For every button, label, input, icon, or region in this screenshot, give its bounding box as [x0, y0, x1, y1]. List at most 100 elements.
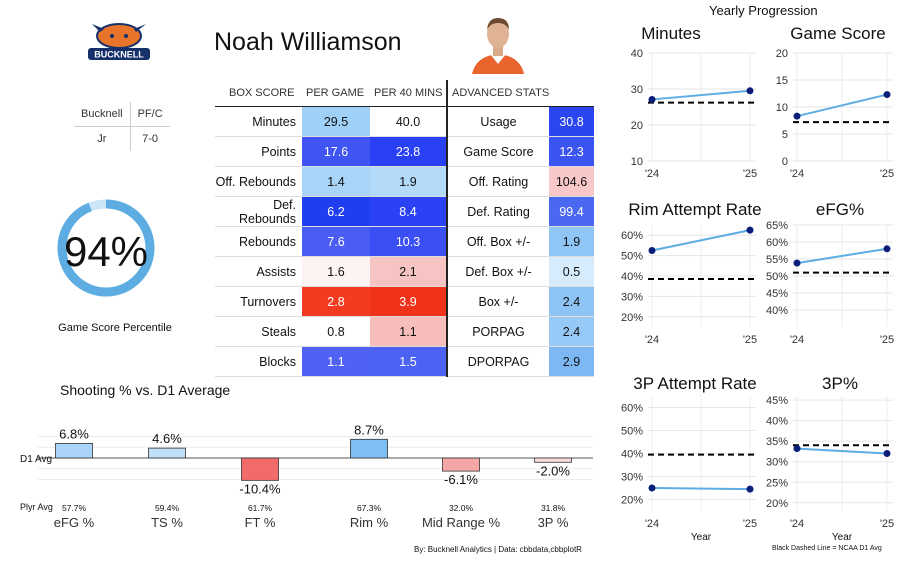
- y-tick-label: 40%: [766, 305, 788, 317]
- per-game-value: 1.1: [302, 347, 370, 377]
- y-tick-label: 20%: [621, 312, 643, 324]
- shooting-category-label: FT %: [245, 515, 276, 530]
- advanced-value: 30.8: [549, 107, 594, 137]
- stats-row: Turnovers 2.8 3.9 Box +/- 2.4: [215, 287, 594, 317]
- stat-label: Minutes: [215, 107, 302, 137]
- per-game-value: 0.8: [302, 317, 370, 347]
- shooting-value-label: -2.0%: [536, 463, 570, 478]
- x-tick-label: '24: [645, 168, 659, 180]
- y-tick-label: 40%: [766, 416, 788, 428]
- series-line: [652, 488, 750, 489]
- y-tick-label: 40%: [621, 271, 643, 283]
- y-tick-label: 50%: [621, 426, 643, 438]
- advanced-value: 104.6: [549, 167, 594, 197]
- stat-label: Rebounds: [215, 227, 302, 257]
- header-advanced: ADVANCED STATS: [447, 80, 594, 107]
- class-year: Jr: [74, 127, 130, 152]
- shooting-category-label: 3P %: [538, 515, 569, 530]
- advanced-value: 0.5: [549, 257, 594, 287]
- y-tick-label: 30%: [766, 457, 788, 469]
- advanced-label: Box +/-: [447, 287, 549, 317]
- advanced-label: Off. Box +/-: [447, 227, 549, 257]
- player-avg-value: 67.3%: [357, 503, 382, 513]
- stats-row: Steals 0.8 1.1 PORPAG 2.4: [215, 317, 594, 347]
- y-tick-label: 10: [776, 102, 788, 114]
- d1-avg-label: D1 Avg: [20, 454, 52, 465]
- stat-label: Turnovers: [215, 287, 302, 317]
- shooting-value-label: 8.7%: [354, 422, 384, 437]
- advanced-label: Usage: [447, 107, 549, 137]
- advanced-label: Off. Rating: [447, 167, 549, 197]
- y-tick-label: 55%: [766, 254, 788, 266]
- stats-row: Def. Rebounds 6.2 8.4 Def. Rating 99.4: [215, 197, 594, 227]
- advanced-label: PORPAG: [447, 317, 549, 347]
- x-tick-label: '24: [790, 168, 804, 180]
- yearly-progression-charts: Minutes10203040'24'25Game Score05101520'…: [600, 15, 900, 545]
- stat-label: Points: [215, 137, 302, 167]
- header-box-score: BOX SCORE: [215, 80, 302, 107]
- per-game-value: 17.6: [302, 137, 370, 167]
- team-name: Bucknell: [74, 102, 130, 127]
- shooting-chart-title: Shooting % vs. D1 Average: [60, 382, 230, 398]
- y-tick-label: 20%: [621, 495, 643, 507]
- per-game-value: 1.6: [302, 257, 370, 287]
- y-tick-label: 0: [782, 156, 788, 168]
- logo-wordmark: BUCKNELL: [94, 50, 144, 60]
- team-logo: BUCKNELL: [86, 20, 152, 68]
- shooting-bar: [351, 439, 388, 458]
- small-chart-title: 3P%: [822, 374, 858, 393]
- y-tick-label: 25%: [766, 477, 788, 489]
- stats-row: Minutes 29.5 40.0 Usage 30.8: [215, 107, 594, 137]
- per40-value: 1.1: [370, 317, 447, 347]
- x-tick-label: '25: [743, 168, 757, 180]
- shooting-value-label: -10.4%: [239, 481, 281, 496]
- data-point: [649, 247, 656, 254]
- per40-value: 3.9: [370, 287, 447, 317]
- per40-value: 23.8: [370, 137, 447, 167]
- percentile-value: 94%: [56, 228, 156, 276]
- y-tick-label: 45%: [766, 288, 788, 300]
- x-tick-label: '24: [790, 518, 804, 530]
- player-info-table: Bucknell PF/C Jr 7-0: [74, 102, 170, 151]
- small-chart-title: 3P Attempt Rate: [633, 374, 756, 393]
- y-tick-label: 30%: [621, 472, 643, 484]
- y-tick-label: 15: [776, 75, 788, 87]
- y-tick-label: 60%: [621, 230, 643, 242]
- player-headshot: [468, 10, 528, 74]
- position: PF/C: [130, 102, 170, 127]
- y-tick-label: 10: [631, 156, 643, 168]
- x-tick-label: '25: [880, 334, 894, 346]
- stats-row: Rebounds 7.6 10.3 Off. Box +/- 1.9: [215, 227, 594, 257]
- data-point: [747, 87, 754, 94]
- shooting-value-label: 4.6%: [152, 431, 182, 446]
- y-tick-label: 40: [631, 48, 643, 60]
- stat-label: Def. Rebounds: [215, 197, 302, 227]
- height: 7-0: [130, 127, 170, 152]
- y-tick-label: 20: [776, 48, 788, 60]
- per40-value: 40.0: [370, 107, 447, 137]
- advanced-value: 2.9: [549, 347, 594, 377]
- data-point: [747, 486, 754, 493]
- shooting-category-label: Rim %: [350, 515, 389, 530]
- player-avg-value: 59.4%: [155, 503, 180, 513]
- advanced-value: 2.4: [549, 287, 594, 317]
- stats-table: BOX SCORE PER GAME PER 40 MINS ADVANCED …: [215, 80, 594, 377]
- x-tick-label: '25: [880, 168, 894, 180]
- stat-label: Blocks: [215, 347, 302, 377]
- small-chart-title: eFG%: [816, 200, 864, 219]
- shooting-value-label: 6.8%: [59, 426, 89, 441]
- shooting-bar-chart: D1 AvgPlyr Avg6.8%57.7%eFG %4.6%59.4%TS …: [18, 400, 598, 535]
- header-per-game: PER GAME: [302, 80, 370, 107]
- stats-row: Blocks 1.1 1.5 DPORPAG 2.9: [215, 347, 594, 377]
- x-tick-label: '24: [645, 334, 659, 346]
- player-avg-value: 32.0%: [449, 503, 474, 513]
- y-tick-label: 40%: [621, 449, 643, 461]
- per-game-value: 2.8: [302, 287, 370, 317]
- advanced-value: 2.4: [549, 317, 594, 347]
- advanced-label: DPORPAG: [447, 347, 549, 377]
- shooting-category-label: TS %: [151, 515, 183, 530]
- y-tick-label: 60%: [766, 237, 788, 249]
- per40-value: 8.4: [370, 197, 447, 227]
- stats-row: Points 17.6 23.8 Game Score 12.3: [215, 137, 594, 167]
- x-tick-label: '25: [880, 518, 894, 530]
